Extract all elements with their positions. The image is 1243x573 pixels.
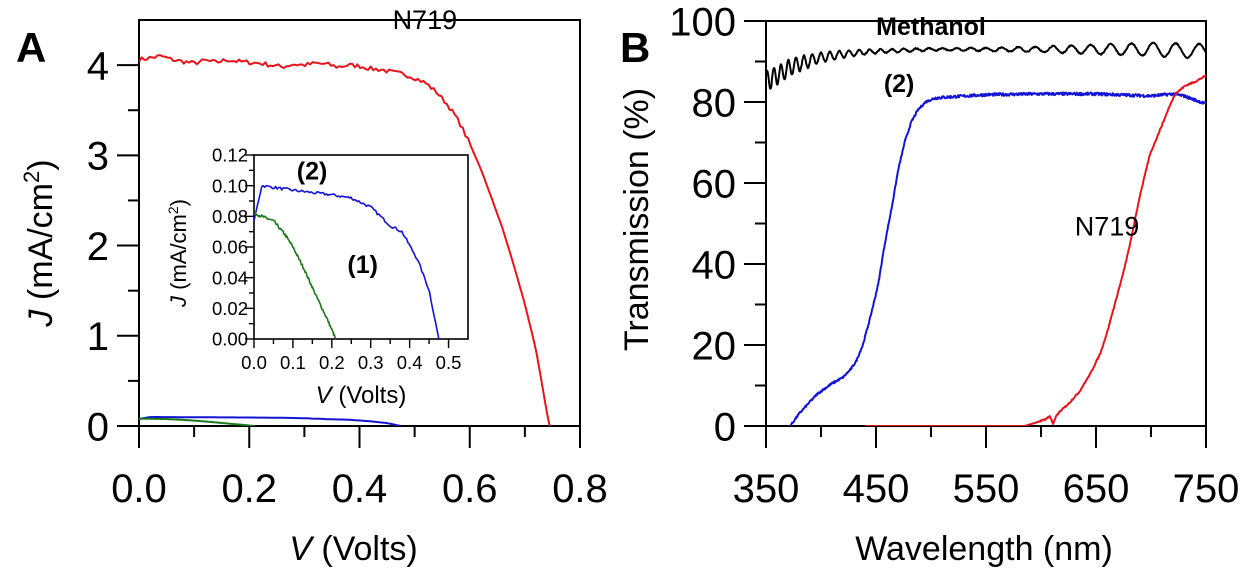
inset-y-axis-title-sup: 2 [165, 206, 181, 214]
inset-background [254, 155, 468, 339]
panel-a-y-axis-title-unit: (mA/cm [22, 183, 60, 310]
inset-y-axis-title-unit: (mA/cm [166, 214, 191, 296]
inset-x-tick-label: 0.3 [358, 352, 384, 373]
panel-a-x-tick-label: 0.4 [332, 467, 388, 511]
panel-label-a: A [16, 24, 46, 71]
inset-y-tick-label: 0.00 [212, 329, 248, 350]
panel-b-x-axis-title: Wavelength (nm) [855, 530, 1113, 568]
panel-a-y-axis-title: J (mA/cm2) [19, 159, 60, 327]
panel-label-b: B [620, 24, 650, 71]
panel-b-transmission-plot: 350 450 550 650 750 0 20 40 60 80 100 Wavelength (n… [618, 0, 1239, 568]
panel-a-x-tick-label: 0.0 [111, 467, 167, 511]
panel-a-x-tick-label: 0.8 [552, 467, 608, 511]
inset-annotation-dye-1: (1) [347, 251, 378, 279]
inset-x-axis-title-unit: (Volts) [332, 382, 407, 409]
panel-a-x-axis-title-unit: (Volts) [312, 530, 418, 568]
inset-y-tick-label: 0.04 [212, 267, 248, 288]
inset-x-axis-title-var: V [316, 382, 334, 409]
inset-series-line-dye-2 [254, 184, 440, 339]
series-line-dye-2 [789, 91, 1206, 426]
panel-b-annotation-methanol: Methanol [876, 13, 986, 41]
panel-a-x-axis-title-var: V [289, 530, 315, 568]
series-line-dye-1 [139, 417, 255, 426]
panel-b-y-tick-label: 60 [692, 162, 737, 206]
inset-annotation-dye-2: (2) [297, 158, 328, 186]
panel-a-annotation-n719: N719 [393, 5, 458, 35]
inset-x-tick-label: 0.2 [319, 352, 345, 373]
panel-a-x-axis-title: V (Volts) [289, 530, 418, 568]
panel-a-y-axis-title-var: J [22, 309, 60, 328]
panel-b-annotation-dye-2: (2) [884, 70, 915, 98]
panel-b-x-tick-label: 550 [953, 467, 1020, 511]
inset-x-axis-title: V (Volts) [316, 382, 407, 409]
panel-a-y-tick-label: 0 [87, 405, 109, 449]
panel-a-y-axis-title-close: ) [22, 159, 60, 170]
panel-b-y-axis-title: Transmission (%) [618, 88, 656, 351]
inset-y-axis-title: J (mA/cm2) [165, 199, 191, 308]
panel-b-y-tick-label: 0 [714, 405, 736, 449]
panel-b-plot-frame [765, 20, 1207, 427]
inset-y-tick-label: 0.12 [212, 145, 248, 166]
inset-x-tick-label: 0.4 [397, 352, 423, 373]
series-line-n719 [864, 74, 1206, 426]
series-line-n719 [139, 54, 551, 426]
panel-b-y-tick-label: 100 [669, 0, 736, 44]
panel-b-x-tick-label: 450 [843, 467, 910, 511]
panel-a-inset-plot: 0.0 0.1 0.2 0.3 0.4 0.5 0.00 0.02 0.04 0.06 0.08 0.… [165, 145, 469, 409]
panel-a-y-tick-label: 3 [87, 135, 109, 179]
panel-a-y-axis-title-sup: 2 [19, 171, 44, 183]
series-line-methanol [766, 41, 1206, 90]
panel-b-x-tick-label: 650 [1063, 467, 1130, 511]
panel-a-x-tick-label: 0.2 [221, 467, 277, 511]
panel-b-y-tick-label: 20 [692, 324, 737, 368]
panel-b-y-tick-label: 40 [692, 243, 737, 287]
inset-x-tick-label: 0.1 [280, 352, 306, 373]
panel-a-x-tick-label: 0.6 [442, 467, 498, 511]
inset-y-tick-label: 0.08 [212, 206, 248, 227]
inset-y-axis-title-var: J [166, 295, 191, 308]
inset-x-tick-label: 0.5 [436, 352, 462, 373]
inset-y-tick-label: 0.10 [212, 175, 248, 196]
panel-b-annotation-n719: N719 [1075, 212, 1140, 242]
panel-a-y-tick-label: 1 [87, 315, 109, 359]
inset-series-line-dye-1 [254, 211, 337, 339]
series-line-dye-2 [139, 416, 402, 426]
panel-b-y-tick-label: 80 [692, 81, 737, 125]
panel-a-y-tick-label: 4 [87, 45, 109, 89]
panel-a-y-tick-label: 2 [87, 225, 109, 269]
inset-y-axis-title-close: ) [166, 199, 191, 206]
inset-x-tick-label: 0.0 [241, 352, 267, 373]
inset-y-tick-label: 0.06 [212, 237, 248, 258]
inset-y-tick-label: 0.02 [212, 298, 248, 319]
panel-b-x-tick-label: 350 [733, 467, 800, 511]
panel-b-x-tick-label: 750 [1173, 467, 1240, 511]
